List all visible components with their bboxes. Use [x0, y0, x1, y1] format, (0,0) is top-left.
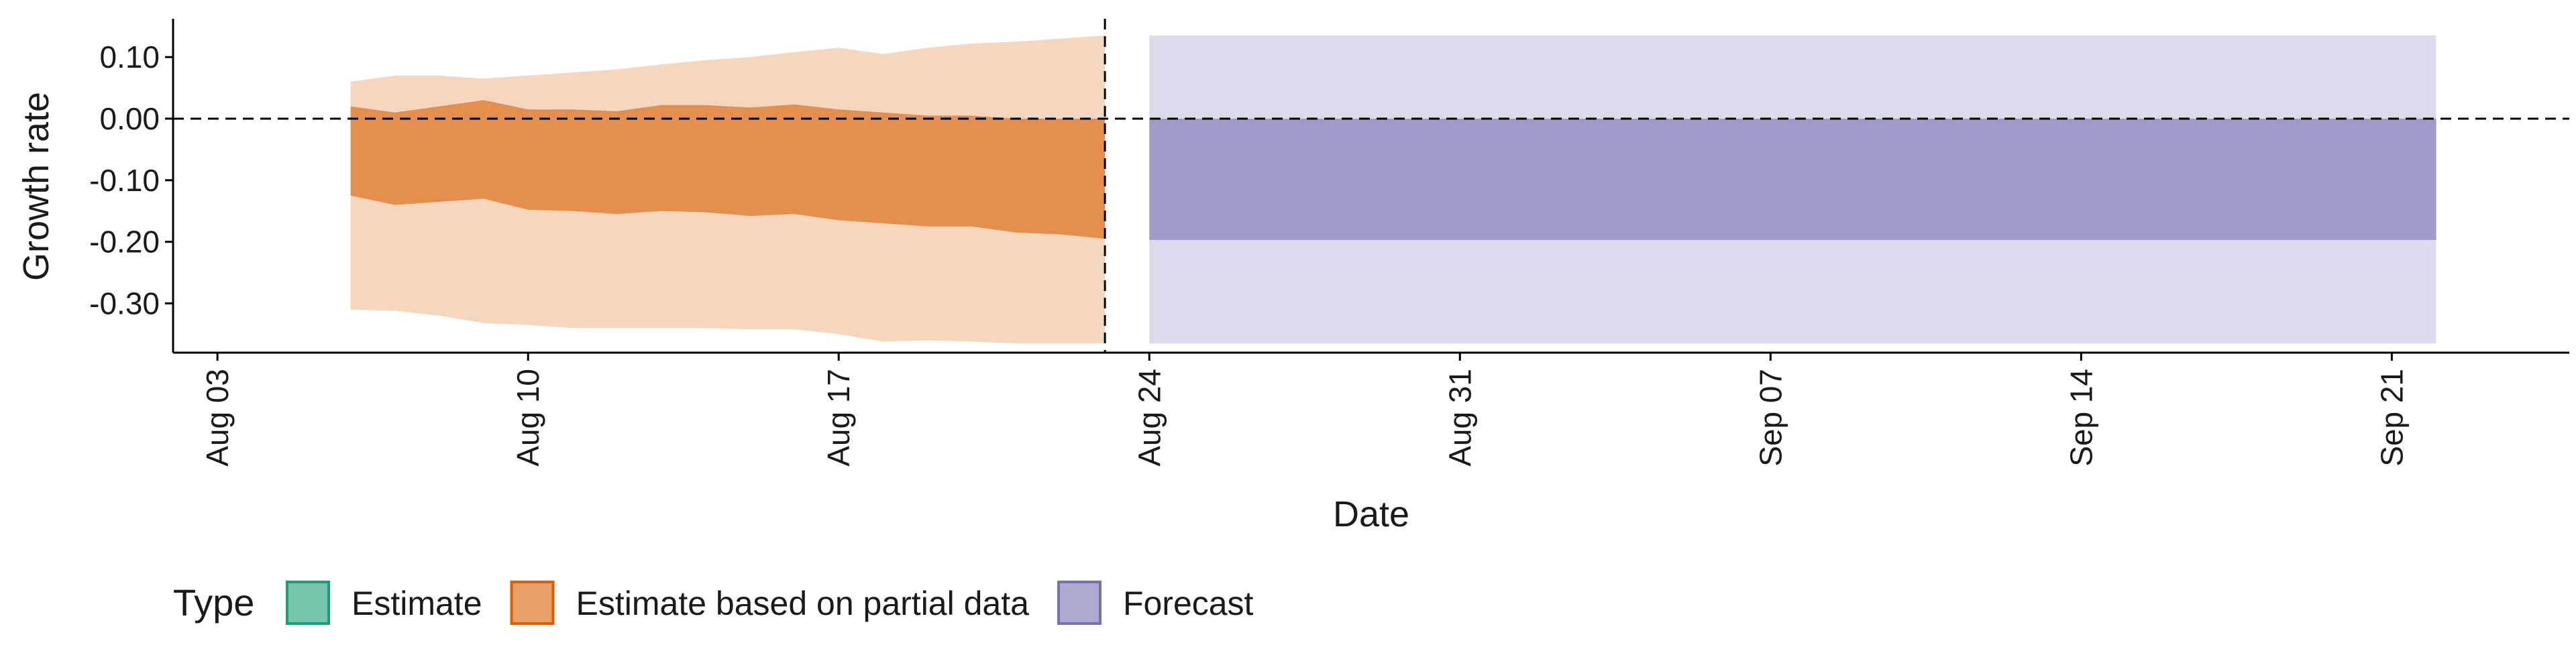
legend-swatch-estimate-based-on-partial-data: [510, 581, 555, 625]
x-tick-label: Sep 07: [1753, 369, 1788, 467]
x-tick-label: Sep 14: [2063, 369, 2098, 467]
axes-layer: 0.10 0.00 -0.10 -0.20 -0.30 Aug 03 Aug 10 Aug 1…: [16, 19, 2569, 534]
x-tick-label: Aug 24: [1132, 369, 1167, 467]
legend: Type Estimate Estimate based on partial da…: [173, 581, 1254, 625]
y-tick-label: -0.20: [89, 225, 160, 259]
x-axis-title: Date: [1333, 494, 1409, 534]
legend-swatch-forecast: [1057, 581, 1102, 625]
x-tick-label: Aug 31: [1442, 369, 1477, 467]
y-tick-label: -0.30: [89, 286, 160, 321]
x-tick-label: Aug 10: [511, 369, 545, 467]
legend-label-estimate: Estimate: [352, 585, 482, 622]
legend-item-estimate: Estimate: [286, 581, 482, 625]
x-tick-label: Aug 17: [821, 369, 856, 467]
legend-title: Type: [173, 581, 254, 624]
x-tick-label: Sep 21: [2374, 369, 2409, 467]
legend-item-forecast: Forecast: [1057, 581, 1254, 625]
x-tick-label: Aug 03: [200, 369, 235, 467]
y-tick-label: 0.00: [99, 101, 160, 136]
y-tick-label: -0.10: [89, 163, 160, 198]
legend-label-forecast: Forecast: [1123, 585, 1254, 622]
y-axis-title: Growth rate: [16, 92, 56, 281]
reference-lines-layer: [173, 19, 2569, 353]
forecast-inner-band: [1149, 119, 2436, 240]
bands-layer: [350, 36, 2436, 344]
estimate-based-on-partial-data-inner-band: [350, 100, 1106, 239]
legend-label-estimate-based-on-partial-data: Estimate based on partial data: [576, 585, 1030, 622]
legend-swatch-estimate: [286, 581, 330, 625]
legend-item-estimate-based-on-partial-data: Estimate based on partial data: [510, 581, 1030, 625]
y-tick-label: 0.10: [99, 40, 160, 74]
